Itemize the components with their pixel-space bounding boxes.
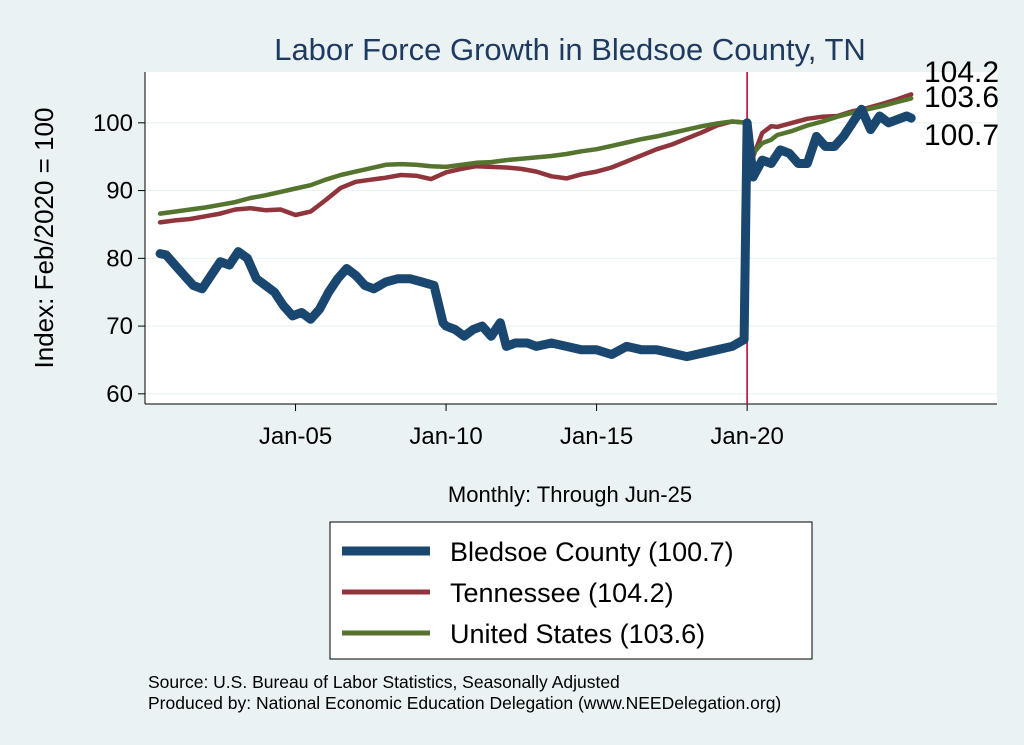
x-tick-label-Jan-15: Jan-15 xyxy=(560,423,633,450)
legend-label-united-states: United States (103.6) xyxy=(450,619,705,649)
x-tick-label-Jan-05: Jan-05 xyxy=(259,423,332,450)
produced-by-note: Produced by: National Economic Education… xyxy=(148,693,781,713)
y-axis-ticks: 60 70 80 90 100 xyxy=(93,110,145,408)
y-axis-label: Index: Feb/2020 = 100 xyxy=(29,108,59,369)
series-line-bledsoe-county xyxy=(155,104,916,362)
source-note: Source: U.S. Bureau of Labor Statistics,… xyxy=(148,672,620,692)
y-tick-label-70: 70 xyxy=(106,313,133,340)
series-line-united-states xyxy=(157,96,914,216)
chart-title: Labor Force Growth in Bledsoe County, TN xyxy=(274,32,866,67)
series-lines xyxy=(155,92,916,362)
end-label-bledsoe: 100.7 xyxy=(924,119,999,152)
x-axis-ticks: Jan-05 Jan-10 Jan-15 Jan-20 xyxy=(259,404,784,450)
end-label-united-states: 103.6 xyxy=(924,81,999,114)
legend-label-bledsoe: Bledsoe County (100.7) xyxy=(450,537,734,567)
x-tick-label-Jan-10: Jan-10 xyxy=(409,423,482,450)
y-tick-label-100: 100 xyxy=(93,110,133,137)
legend: Bledsoe County (100.7) Tennessee (104.2)… xyxy=(329,521,813,660)
legend-label-tennessee: Tennessee (104.2) xyxy=(450,578,674,608)
x-axis-note: Monthly: Through Jun-25 xyxy=(448,482,692,507)
y-tick-label-90: 90 xyxy=(106,178,133,205)
end-label-tennessee: 104.2 xyxy=(924,56,999,89)
y-tick-label-60: 60 xyxy=(106,381,133,408)
x-tick-label-Jan-20: Jan-20 xyxy=(710,423,783,450)
y-tick-label-80: 80 xyxy=(106,245,133,272)
series-line-tennessee xyxy=(157,92,914,225)
